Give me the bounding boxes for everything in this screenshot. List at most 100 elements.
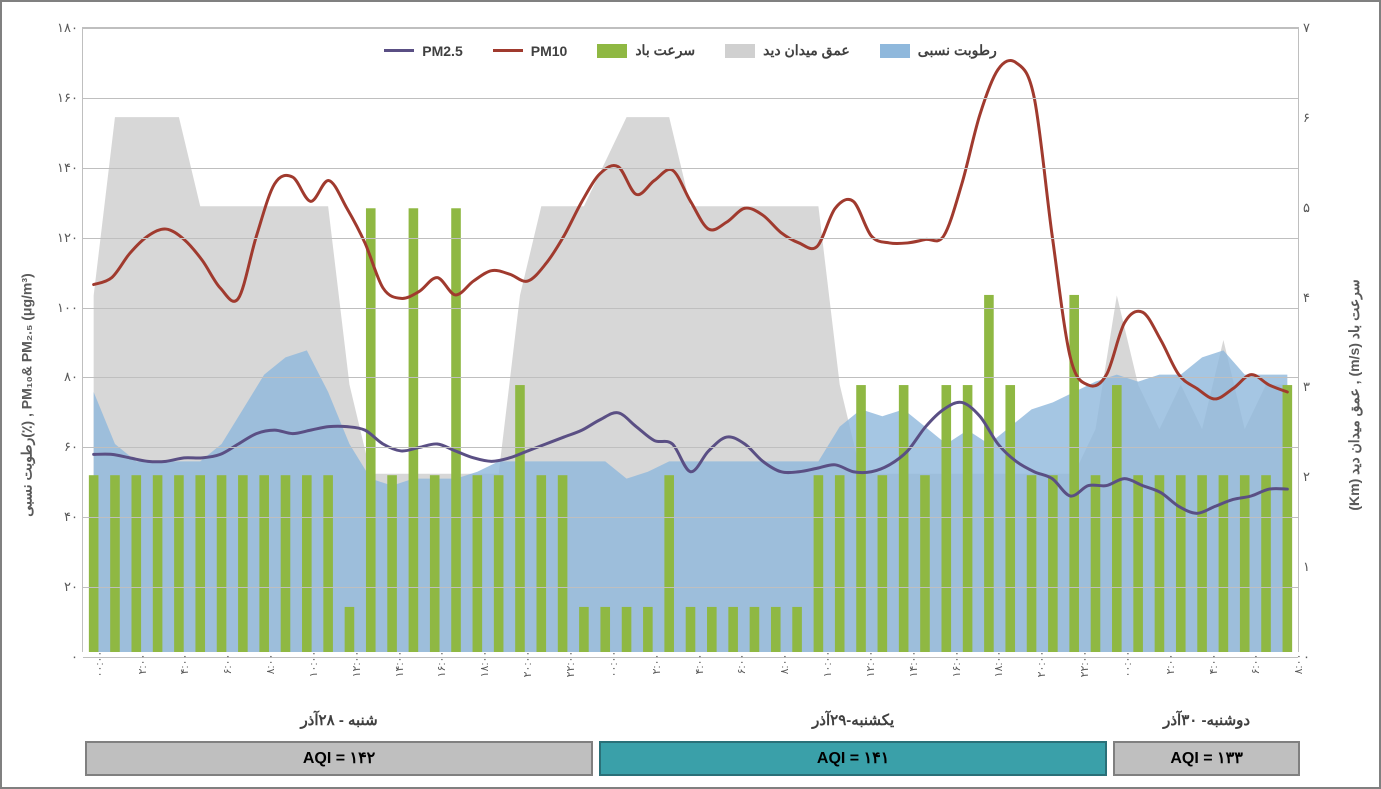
wind-bar xyxy=(494,475,504,652)
x-tick: ۲۰:۰۰ xyxy=(521,651,534,678)
wind-bar xyxy=(174,475,184,652)
y-right-tick: ۲ xyxy=(1303,469,1333,485)
wind-bar xyxy=(643,607,653,652)
aqi-block: AQI = ۱۳۳ xyxy=(1113,741,1300,776)
gridline xyxy=(83,517,1298,518)
wind-bar xyxy=(771,607,781,652)
x-tick: ۱۲:۰۰ xyxy=(864,651,877,678)
legend-label: عمق میدان دید xyxy=(763,42,850,59)
y-right-tick: ۰ xyxy=(1303,649,1333,665)
legend-item: PM2.5 xyxy=(384,42,462,59)
gridline xyxy=(83,28,1298,29)
x-tick: ۲۰:۰۰ xyxy=(1035,651,1048,678)
y-right-axis-label: سرعت باد (m/s) , عمق میدان دید (Km) xyxy=(1346,279,1363,510)
x-tick: ۲:۰۰ xyxy=(136,654,149,675)
wind-bar xyxy=(153,475,163,652)
humidity-area xyxy=(94,350,1288,652)
day-label: دوشنبه- ۳۰آذر xyxy=(1110,711,1303,729)
wind-bar xyxy=(686,607,696,652)
wind-bar xyxy=(792,607,802,652)
y-right-tick: ۱ xyxy=(1303,559,1333,575)
wind-bar xyxy=(1048,475,1058,652)
wind-bar xyxy=(259,475,269,652)
gridline xyxy=(83,447,1298,448)
y-left-tick: ۰ xyxy=(43,649,78,665)
x-tick: ۴:۰۰ xyxy=(693,654,706,675)
y-left-tick: ۸۰ xyxy=(43,369,78,385)
x-tick: ۱۸:۰۰ xyxy=(992,651,1005,678)
legend-swatch xyxy=(493,49,523,52)
x-tick: ۶:۰۰ xyxy=(1249,654,1262,675)
wind-bar xyxy=(1027,475,1037,652)
wind-bar xyxy=(387,475,397,652)
wind-bar xyxy=(323,475,333,652)
y-right-tick: ۷ xyxy=(1303,20,1333,36)
wind-bar xyxy=(110,475,120,652)
chart-container: PM₁₀& PM₂.₅ (μg/m³) , (٪)رطوبت نسبی سرعت… xyxy=(0,0,1381,789)
gridline xyxy=(83,308,1298,309)
y-left-tick: ۱۴۰ xyxy=(43,160,78,176)
y-right-tick: ۴ xyxy=(1303,290,1333,306)
wind-bar xyxy=(195,475,205,652)
day-label: یکشنبه-۲۹آذر xyxy=(596,711,1110,729)
legend-swatch xyxy=(597,44,627,58)
y-left-tick: ۴۰ xyxy=(43,509,78,525)
y-left-tick: ۶۰ xyxy=(43,439,78,455)
y-left-tick: ۱۶۰ xyxy=(43,90,78,106)
wind-bar xyxy=(622,607,632,652)
x-tick: ۸:۰۰ xyxy=(1292,654,1305,675)
wind-bar xyxy=(451,208,461,652)
y-left-tick: ۱۲۰ xyxy=(43,230,78,246)
wind-bar xyxy=(963,385,973,652)
x-tick: ۱۰:۰۰ xyxy=(307,651,320,678)
x-tick: ۰۰:۰۰ xyxy=(1121,651,1134,678)
gridline xyxy=(83,377,1298,378)
wind-bar xyxy=(131,475,141,652)
pm25-line xyxy=(94,402,1288,513)
wind-bar xyxy=(1112,385,1122,652)
x-tick: ۶:۰۰ xyxy=(221,654,234,675)
legend-item: PM10 xyxy=(493,42,568,59)
x-tick: ۲۲:۰۰ xyxy=(1078,651,1091,678)
gridline xyxy=(83,587,1298,588)
wind-bar xyxy=(1069,295,1079,652)
x-tick: ۱۲:۰۰ xyxy=(350,651,363,678)
legend-item: رطوبت نسبی xyxy=(880,42,997,59)
wind-bar xyxy=(1091,475,1101,652)
wind-bar xyxy=(941,385,951,652)
x-tick: ۲۲:۰۰ xyxy=(564,651,577,678)
wind-bar xyxy=(600,607,610,652)
wind-bar xyxy=(536,475,546,652)
y-left-tick: ۲۰ xyxy=(43,579,78,595)
y-left-tick: ۱۸۰ xyxy=(43,20,78,36)
gridline xyxy=(83,168,1298,169)
legend-label: سرعت باد xyxy=(635,42,695,59)
legend-label: PM10 xyxy=(531,43,568,59)
wind-bar xyxy=(664,475,674,652)
wind-bar xyxy=(409,208,419,652)
aqi-block: AQI = ۱۴۱ xyxy=(599,741,1107,776)
x-tick: ۴:۰۰ xyxy=(1207,654,1220,675)
legend-swatch xyxy=(880,44,910,58)
wind-bar xyxy=(515,385,525,652)
wind-bar xyxy=(750,607,760,652)
area-layer xyxy=(83,28,1298,652)
wind-bar xyxy=(728,607,738,652)
wind-bar xyxy=(984,295,994,652)
line-layer xyxy=(83,28,1298,652)
x-tick: ۲:۰۰ xyxy=(1164,654,1177,675)
wind-bar xyxy=(238,475,248,652)
legend-swatch xyxy=(384,49,414,52)
wind-bar xyxy=(430,475,440,652)
wind-bar xyxy=(835,475,845,652)
wind-bar xyxy=(558,475,568,652)
x-tick: ۱۶:۰۰ xyxy=(435,651,448,678)
x-tick: ۰۰:۰۰ xyxy=(607,651,620,678)
wind-bar xyxy=(473,475,483,652)
legend-item: سرعت باد xyxy=(597,42,695,59)
wind-bar xyxy=(89,475,99,652)
wind-bar xyxy=(1219,475,1229,652)
legend-item: عمق میدان دید xyxy=(725,42,850,59)
wind-bar xyxy=(1133,475,1143,652)
wind-bar xyxy=(878,475,888,652)
